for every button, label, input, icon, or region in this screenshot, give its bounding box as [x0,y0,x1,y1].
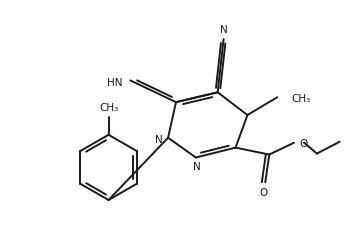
Text: N: N [155,135,163,145]
Text: HN: HN [107,78,122,88]
Text: O: O [299,139,307,149]
Text: N: N [193,162,201,172]
Text: CH₃: CH₃ [291,94,310,104]
Text: O: O [259,188,267,198]
Text: CH₃: CH₃ [99,103,118,113]
Text: N: N [220,25,228,35]
